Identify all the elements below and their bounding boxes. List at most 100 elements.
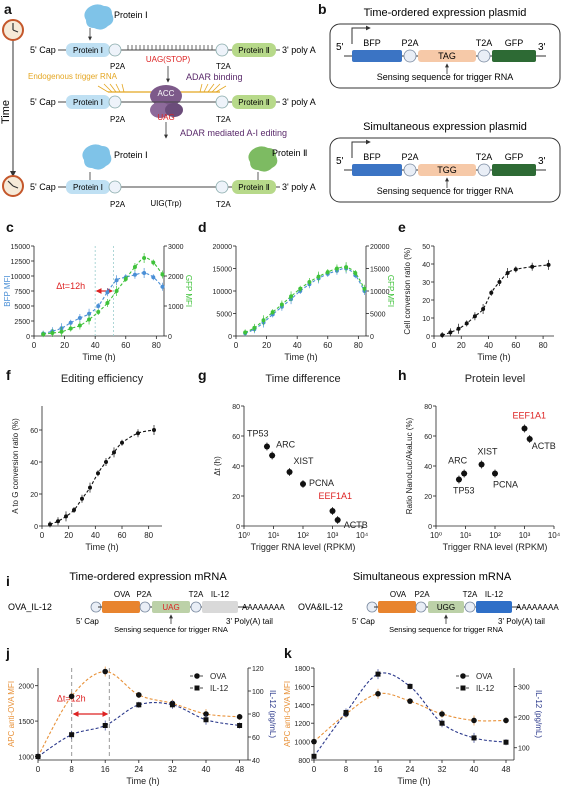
data-point (440, 333, 445, 338)
tgg-codon: TGG (437, 165, 457, 175)
five-prime: 5' (336, 156, 344, 167)
stop-codon-label: UAG(STOP) (146, 55, 191, 64)
y-tick-label: 0 (236, 524, 240, 531)
y-tick-label: 0 (34, 524, 38, 531)
y-tick-label: 50 (422, 244, 430, 251)
data-point (334, 517, 341, 523)
data-point (526, 436, 533, 442)
y-axis-label: BFP MFI (3, 275, 12, 306)
data-point (329, 508, 336, 514)
x-axis-label: Time (h) (284, 352, 317, 362)
cap-label: 5' Cap (76, 617, 99, 626)
data-point (461, 470, 468, 477)
data-point (169, 702, 175, 708)
data-point (464, 321, 469, 326)
panel-label-i: i (6, 573, 10, 589)
point-label: ARC (448, 456, 468, 466)
legend-label: OVA (210, 672, 227, 681)
x-tick-label: 24 (134, 765, 143, 774)
data-point (105, 290, 110, 295)
x-tick-label: 40 (91, 341, 100, 350)
data-point (120, 440, 124, 445)
point-label: PCNA (493, 480, 518, 490)
point-label: TP53 (453, 486, 475, 496)
gfp-label: GFP (505, 38, 524, 48)
data-point (300, 481, 306, 487)
y-tick-label: 1200 (294, 721, 310, 728)
data-point (72, 508, 76, 512)
legend-marker (194, 685, 200, 691)
data-point (497, 280, 502, 284)
cap-label: 5' Cap (30, 97, 56, 107)
protein1-box-label: Protein Ⅰ (73, 98, 103, 107)
ova-label: OVA (390, 590, 407, 599)
data-point (136, 692, 142, 698)
y-axis-label: APC anti-OVA MFI (283, 681, 292, 747)
x-tick-label: 24 (406, 765, 415, 774)
il12-label: IL-12 (485, 590, 504, 599)
data-point (142, 271, 147, 275)
data-point (136, 702, 142, 708)
x-tick-label: 10⁴ (356, 531, 369, 540)
panel-label-b: b (318, 1, 327, 17)
x-tick-label: 40 (202, 765, 211, 774)
panel-label-d: d (198, 219, 207, 235)
protein1-blob (84, 4, 114, 30)
data-point (503, 717, 509, 724)
sensing-label: Sensing sequence for trigger RNA (389, 625, 503, 634)
y-tick-label: 60 (30, 428, 38, 435)
y2-tick-label: 120 (252, 666, 264, 673)
y-tick-label: 2000 (18, 684, 34, 691)
data-point (41, 332, 46, 337)
data-point (59, 329, 64, 334)
poly-a-tail: AAAAAAAA (516, 603, 559, 612)
chart-h: 10⁰ 10¹ 10² 10³ 10⁴ 0 20 40 60 80 Trigger RNA leve… (405, 373, 561, 552)
x-tick-label: 80 (539, 341, 548, 350)
data-point (136, 431, 140, 436)
y2-tick-label: 80 (252, 712, 260, 719)
x-axis-label: Trigger RNA level (RPKM) (251, 542, 356, 552)
data-point (343, 709, 349, 715)
polyA-label: 3' Poly(A) tail (226, 617, 273, 626)
data-point (104, 460, 108, 464)
tag-codon: TAG (438, 51, 456, 61)
y-tick-label: 30 (422, 280, 430, 287)
uig-label: UIG(Trp) (150, 199, 182, 208)
data-point (269, 452, 276, 459)
data-point (114, 278, 119, 283)
point-label: ARC (276, 440, 296, 450)
y-tick-label: 1500 (18, 719, 34, 726)
t2a-label: T2A (463, 590, 478, 599)
data-point (439, 711, 445, 717)
data-point (142, 256, 147, 260)
data-point (263, 443, 270, 450)
chart-j: 0 8 16 24 32 40 48 1000 1500 2000 40 60 80 100 120 Time… (7, 666, 277, 786)
data-point (521, 425, 528, 432)
y-axis-label: APC anti-OVA MFI (7, 681, 16, 747)
y-tick-label: 20000 (213, 244, 233, 251)
x-tick-label: 10³ (519, 531, 531, 540)
panel-a: Time Protein Ⅰ 5' Cap Protein Ⅰ P2A UAG(… (0, 4, 316, 209)
x-tick-label: 8 (344, 765, 349, 774)
x-tick-label: 0 (32, 341, 37, 350)
data-point (471, 717, 477, 724)
y-tick-label: 5000 (216, 312, 232, 319)
uag-codon: UAG (162, 603, 179, 612)
clock-icon (2, 19, 24, 41)
panel-label-g: g (198, 367, 207, 383)
data-point (448, 330, 453, 335)
data-point (489, 290, 494, 295)
data-point (407, 698, 413, 704)
data-point (69, 732, 75, 738)
three-prime: 3' (538, 42, 546, 53)
chart-g: 10⁰ 10¹ 10² 10³ 10⁴ 0 20 40 60 80 Trigger RNA leve… (213, 373, 369, 552)
y2-tick-label: 0 (370, 334, 374, 341)
x-tick-label: 0 (36, 765, 41, 774)
data-point (530, 264, 535, 269)
polyA-label: 3' poly A (282, 97, 316, 107)
x-tick-label: 0 (40, 531, 45, 540)
y2-tick-label: 15000 (370, 267, 390, 274)
x-tick-label: 10⁴ (548, 531, 561, 540)
x-tick-label: 80 (144, 531, 153, 540)
point-label: ACTB (344, 520, 368, 530)
